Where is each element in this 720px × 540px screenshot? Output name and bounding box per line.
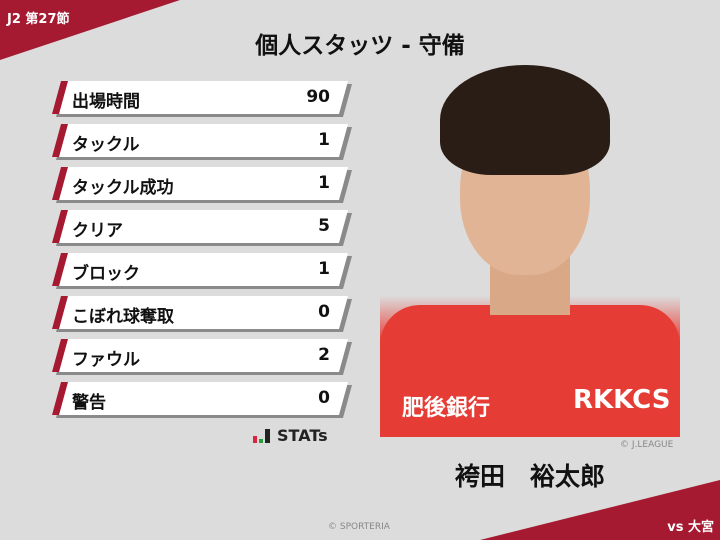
stat-label: 出場時間	[72, 92, 140, 112]
player-photo	[380, 65, 680, 437]
sponsor-left: 肥後銀行	[402, 396, 491, 421]
stat-value: 5	[318, 216, 330, 236]
stat-label: タックル成功	[72, 178, 174, 198]
round-label: J2 第27節	[7, 12, 70, 27]
stat-row: こぼれ球奪取 0	[52, 296, 352, 329]
stat-label: タックル	[72, 135, 140, 155]
opponent-label: vs 大宮	[667, 520, 714, 535]
stat-row: 警告 0	[52, 382, 352, 415]
stat-row: ファウル 2	[52, 339, 352, 372]
stat-label: ブロック	[72, 264, 140, 284]
stat-label: クリア	[72, 221, 123, 241]
footer-credit: © SPORTERIA	[328, 522, 390, 532]
stats-logo-text: STATs	[277, 426, 328, 445]
stat-value: 0	[318, 388, 330, 408]
stat-row: 出場時間 90	[52, 81, 352, 114]
stat-value: 1	[318, 130, 330, 150]
stat-value: 0	[318, 302, 330, 322]
stat-value: 1	[318, 259, 330, 279]
page-title: 個人スタッツ - 守備	[255, 33, 465, 59]
stat-row: クリア 5	[52, 210, 352, 243]
stat-row: ブロック 1	[52, 253, 352, 286]
stat-label: こぼれ球奪取	[72, 307, 174, 327]
stat-label: ファウル	[72, 350, 140, 370]
stat-value: 1	[318, 173, 330, 193]
photo-credit: © J.LEAGUE	[620, 440, 674, 450]
stat-row: タックル 1	[52, 124, 352, 157]
stat-value: 2	[318, 345, 330, 365]
player-name: 袴田 裕太郎	[454, 462, 605, 491]
stats-logo: STATs	[253, 426, 328, 445]
stat-value: 90	[306, 87, 330, 107]
sponsor-right: RKKCS	[573, 385, 671, 415]
stat-label: 警告	[72, 393, 106, 413]
bar-chart-icon	[253, 428, 270, 443]
stat-row: タックル成功 1	[52, 167, 352, 200]
